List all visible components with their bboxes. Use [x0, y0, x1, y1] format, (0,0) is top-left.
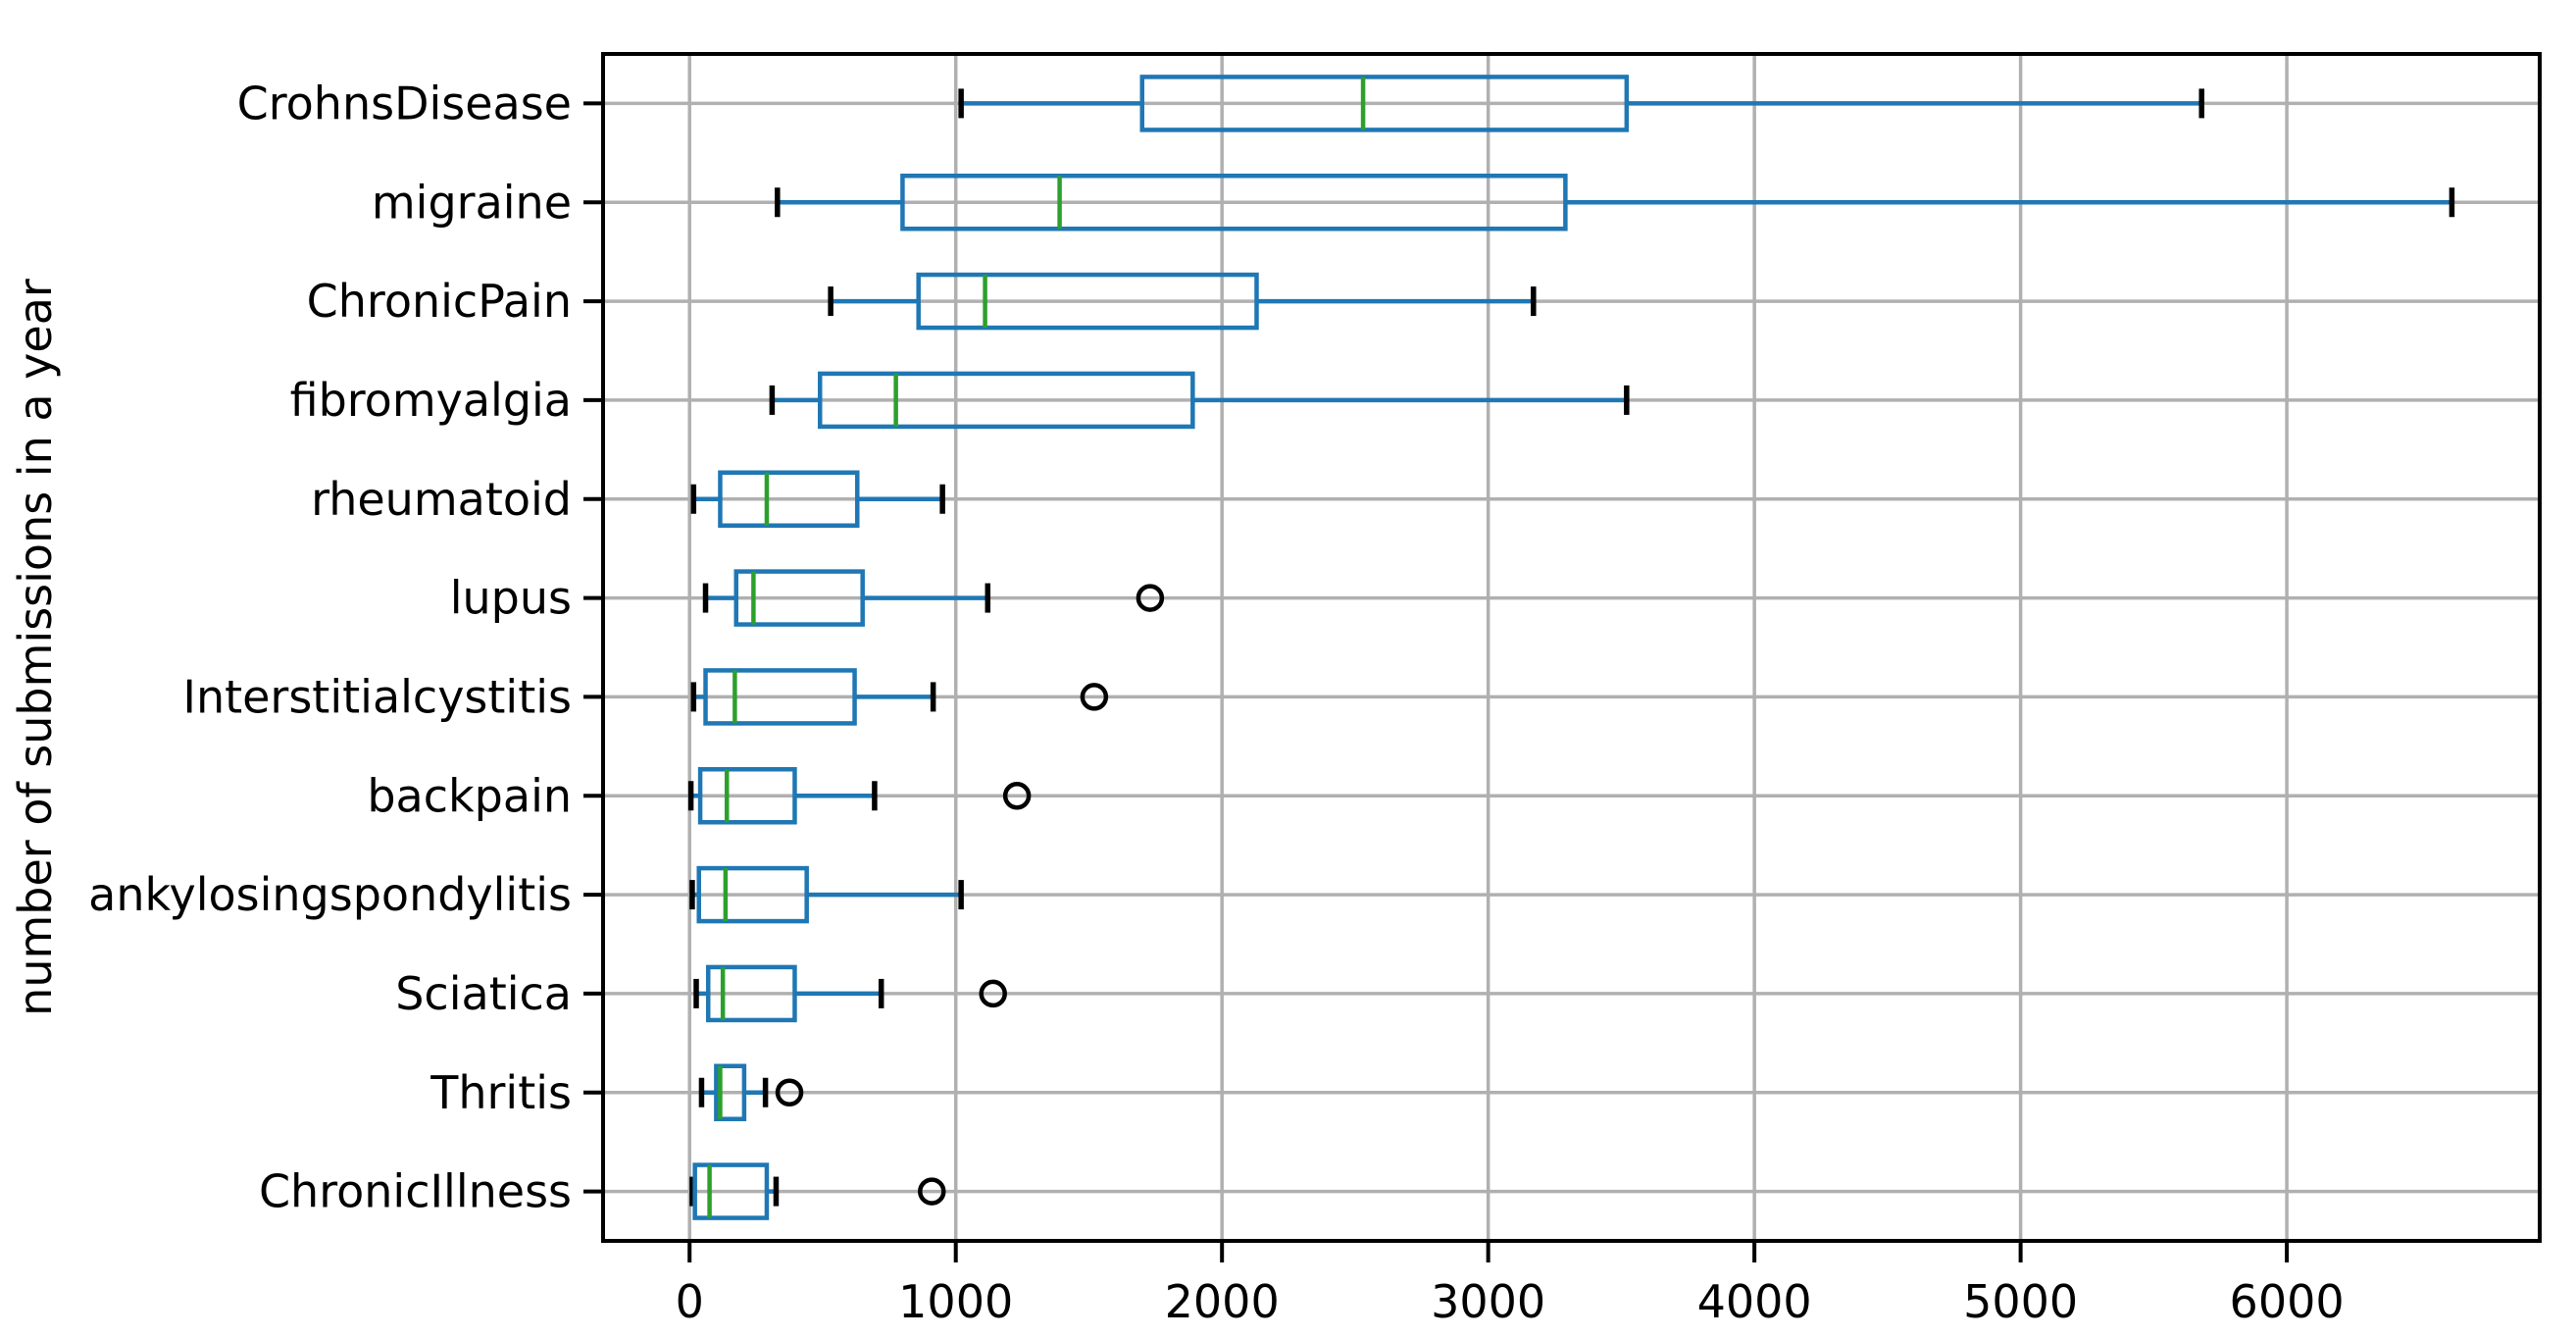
x-tick-label: 2000 — [1165, 1275, 1280, 1328]
boxplot-row-backpain — [687, 767, 1032, 825]
box-rect — [697, 767, 797, 825]
y-tick-label: Interstitialcystitis — [182, 670, 572, 723]
y-axis-label: number of submissions in a year — [9, 279, 62, 1016]
y-tick-label: ChronicIllness — [259, 1165, 572, 1218]
y-tick-label: rheumatoid — [311, 473, 572, 526]
x-tick-label: 3000 — [1431, 1275, 1545, 1328]
box-rect — [818, 371, 1195, 430]
outlier-point — [775, 1078, 804, 1106]
x-tick-label: 5000 — [1963, 1275, 2078, 1328]
y-tick-label: migraine — [372, 176, 572, 229]
x-tick-label: 1000 — [898, 1275, 1013, 1328]
box-rect — [1139, 75, 1630, 132]
boxplot-row-Thritis — [698, 1063, 804, 1121]
outlier-point — [1080, 683, 1109, 711]
boxplot-row-rheumatoid — [690, 470, 945, 528]
x-tick-label: 4000 — [1697, 1275, 1812, 1328]
boxplot-row-ChronicIllness — [689, 1162, 946, 1220]
box-rect — [900, 174, 1568, 232]
box-rect — [718, 470, 860, 528]
box-rect — [705, 964, 797, 1023]
box-rect — [916, 272, 1259, 331]
y-tick-label: fibromyalgia — [290, 374, 572, 427]
y-tick-label: backpain — [367, 769, 572, 822]
boxplot-row-CrohnsDisease — [958, 75, 2204, 132]
plot-border — [601, 52, 2542, 1243]
y-tick-label: Sciatica — [395, 967, 572, 1020]
x-tick-label: 0 — [676, 1275, 704, 1328]
box-rect — [696, 865, 809, 924]
boxplot-row-Sciatica — [693, 964, 1007, 1023]
boxplot-row-lupus — [702, 569, 1165, 627]
y-tick-label: ankylosingspondylitis — [88, 868, 572, 921]
boxplot-row-Interstitialcystitis — [690, 668, 1109, 726]
y-tick-label: lupus — [450, 572, 572, 625]
y-tick-label: Thritis — [429, 1066, 572, 1119]
box-rect — [703, 668, 857, 726]
box-rect — [692, 1162, 770, 1220]
y-tick-label: ChronicPain — [307, 275, 572, 328]
boxplot-row-ankylosingspondylitis — [689, 865, 964, 924]
boxplot-row-ChronicPain — [828, 272, 1537, 331]
outlier-point — [918, 1177, 946, 1206]
outlier-point — [979, 979, 1007, 1008]
x-tick-label: 6000 — [2230, 1275, 2345, 1328]
box-rect — [714, 1063, 747, 1121]
box-rect — [733, 569, 865, 627]
boxplot-row-migraine — [775, 174, 2455, 232]
outlier-point — [1002, 782, 1032, 810]
outlier-point — [1136, 584, 1165, 612]
boxplot-row-fibromyalgia — [769, 371, 1630, 430]
y-tick-label: CrohnsDisease — [237, 77, 572, 129]
